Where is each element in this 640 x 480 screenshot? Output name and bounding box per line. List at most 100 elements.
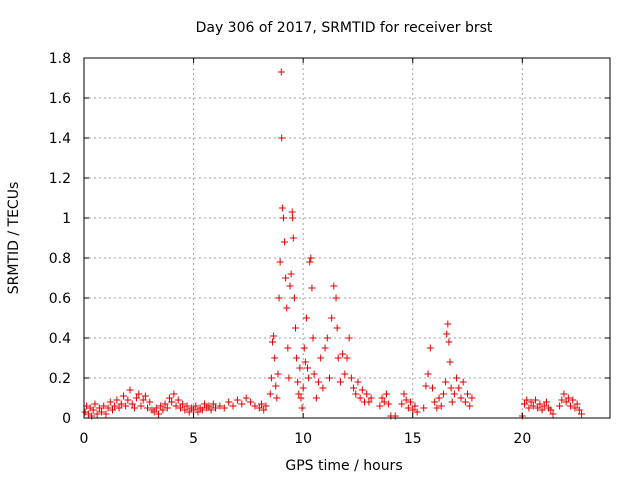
data-point bbox=[119, 392, 127, 400]
data-point bbox=[424, 370, 432, 378]
data-point bbox=[192, 402, 200, 410]
data-point bbox=[216, 402, 224, 410]
data-point bbox=[376, 402, 384, 410]
data-point bbox=[157, 402, 165, 410]
data-point bbox=[444, 320, 452, 328]
data-point bbox=[347, 374, 355, 382]
data-point bbox=[133, 394, 141, 402]
data-point bbox=[562, 398, 570, 406]
data-point bbox=[135, 390, 143, 398]
data-point bbox=[330, 282, 338, 290]
data-point bbox=[534, 404, 542, 412]
data-point bbox=[442, 378, 450, 386]
data-point bbox=[161, 400, 169, 408]
data-point bbox=[382, 390, 390, 398]
data-point bbox=[139, 396, 147, 404]
data-point bbox=[288, 208, 296, 216]
data-point bbox=[128, 400, 136, 408]
axis-ticks bbox=[83, 57, 610, 419]
data-point bbox=[122, 402, 130, 410]
data-point bbox=[130, 404, 138, 412]
data-point bbox=[267, 374, 275, 382]
data-point bbox=[174, 396, 182, 404]
data-point bbox=[126, 386, 134, 394]
data-point bbox=[297, 394, 305, 402]
data-point bbox=[578, 410, 586, 418]
data-point bbox=[439, 390, 447, 398]
data-point bbox=[100, 402, 108, 410]
data-point bbox=[560, 390, 568, 398]
data-point bbox=[453, 374, 461, 382]
data-point bbox=[201, 400, 209, 408]
data-points bbox=[81, 68, 586, 420]
data-point bbox=[448, 398, 456, 406]
data-point bbox=[209, 400, 217, 408]
data-point bbox=[144, 404, 152, 412]
y-tick-label: 1.4 bbox=[49, 131, 71, 147]
data-point bbox=[270, 332, 278, 340]
data-point bbox=[549, 410, 557, 418]
data-point bbox=[358, 386, 366, 394]
data-point bbox=[556, 402, 564, 410]
data-point bbox=[262, 402, 270, 410]
data-point bbox=[302, 314, 310, 322]
data-point bbox=[274, 370, 282, 378]
data-point bbox=[91, 400, 99, 408]
data-point bbox=[205, 402, 213, 410]
data-point bbox=[272, 382, 280, 390]
data-point bbox=[447, 384, 455, 392]
data-point bbox=[117, 400, 125, 408]
data-point bbox=[281, 238, 289, 246]
data-point bbox=[290, 294, 298, 302]
data-point bbox=[400, 390, 408, 398]
data-point bbox=[294, 378, 302, 386]
data-point bbox=[341, 370, 349, 378]
data-point bbox=[229, 402, 237, 410]
y-axis-label: SRMTID / TECUs bbox=[6, 182, 22, 295]
data-point bbox=[431, 398, 439, 406]
data-point bbox=[289, 234, 297, 242]
chart-title: Day 306 of 2017, SRMTID for receiver brs… bbox=[196, 20, 493, 36]
data-point bbox=[268, 338, 276, 346]
data-point bbox=[95, 404, 103, 412]
data-point bbox=[450, 390, 458, 398]
data-point bbox=[315, 378, 323, 386]
data-point bbox=[300, 344, 308, 352]
x-tick-label: 5 bbox=[189, 431, 198, 447]
data-point bbox=[198, 406, 206, 414]
x-tick-label: 20 bbox=[513, 431, 531, 447]
data-point bbox=[402, 396, 410, 404]
data-point bbox=[98, 408, 106, 416]
data-point bbox=[106, 398, 114, 406]
data-point bbox=[538, 406, 546, 414]
data-point bbox=[307, 254, 315, 262]
data-point bbox=[102, 410, 110, 418]
data-point bbox=[277, 68, 285, 76]
y-tick-label: 0.4 bbox=[49, 331, 71, 347]
data-point bbox=[385, 400, 393, 408]
data-point bbox=[150, 408, 158, 416]
data-point bbox=[283, 304, 291, 312]
data-point bbox=[339, 350, 347, 358]
data-point bbox=[225, 398, 233, 406]
data-point bbox=[571, 404, 579, 412]
x-axis-label: GPS time / hours bbox=[285, 458, 402, 474]
data-point bbox=[266, 390, 274, 398]
data-point bbox=[299, 384, 307, 392]
y-tick-label: 0.8 bbox=[49, 251, 71, 267]
data-point bbox=[558, 396, 566, 404]
data-point bbox=[284, 344, 292, 352]
data-point bbox=[104, 404, 112, 412]
data-point bbox=[310, 370, 318, 378]
data-point bbox=[298, 404, 306, 412]
data-point bbox=[146, 398, 154, 406]
data-point bbox=[282, 274, 290, 282]
data-point bbox=[420, 404, 428, 412]
data-point bbox=[404, 404, 412, 412]
data-point bbox=[575, 406, 583, 414]
data-point bbox=[309, 334, 317, 342]
data-point bbox=[286, 282, 294, 290]
data-point bbox=[312, 394, 320, 402]
x-tick-label: 15 bbox=[404, 431, 422, 447]
data-point bbox=[367, 394, 375, 402]
